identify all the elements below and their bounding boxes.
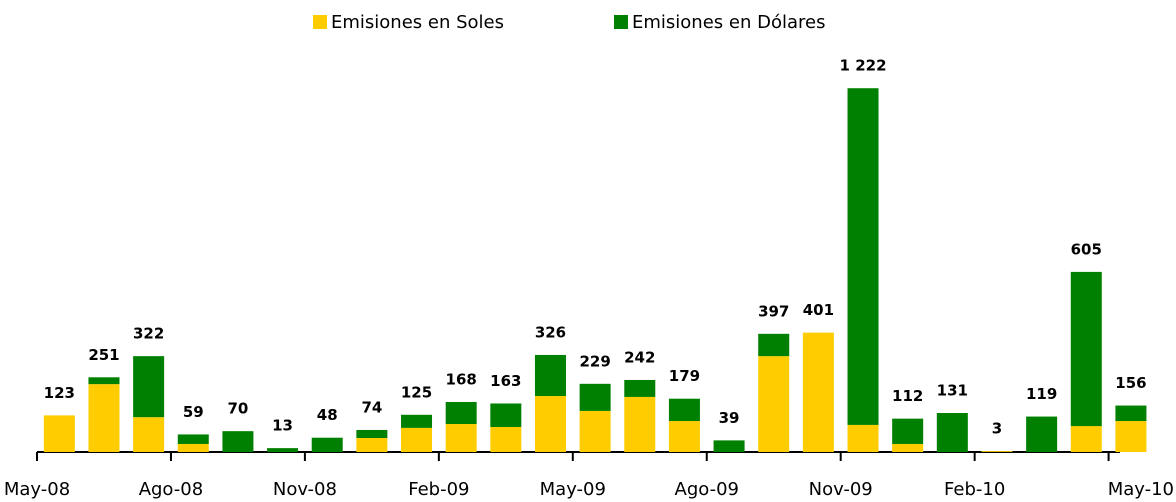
x-tick-label: Ago-08 — [139, 479, 204, 500]
bar-segment — [624, 396, 656, 452]
value-label: 229 — [579, 352, 610, 370]
x-tick-label: Ago-09 — [675, 479, 740, 500]
bar-segment — [579, 383, 611, 411]
value-label: 322 — [133, 325, 164, 343]
value-label: 39 — [719, 409, 740, 427]
bar-segment — [490, 403, 522, 427]
bar-segment — [133, 356, 165, 418]
bar-segment — [847, 88, 879, 425]
x-tick-label: Nov-09 — [809, 479, 873, 500]
bar-segment — [356, 429, 388, 439]
bar-segment — [88, 377, 120, 385]
value-label: 326 — [535, 323, 566, 341]
value-label: 605 — [1071, 240, 1102, 258]
bar-segment — [401, 427, 433, 452]
value-label: 242 — [624, 348, 655, 366]
bar-segment — [802, 332, 834, 452]
value-label: 3 — [992, 420, 1002, 438]
bar-segment — [936, 413, 968, 452]
bar-segment — [892, 443, 924, 452]
x-tick-label: May-09 — [540, 479, 606, 500]
value-label: 48 — [317, 406, 338, 424]
legend-swatch — [313, 15, 327, 29]
bar-segment — [1070, 426, 1102, 452]
x-tick-label: Nov-08 — [273, 479, 337, 500]
bar-segment — [1115, 405, 1147, 422]
legend-label: Emisiones en Soles — [331, 12, 504, 33]
value-label: 119 — [1026, 385, 1057, 403]
value-label: 112 — [892, 387, 923, 405]
bar-segment — [356, 438, 388, 452]
bar-segment — [222, 431, 254, 452]
bar-segment — [1026, 416, 1058, 452]
bar-segment — [534, 396, 566, 452]
legend-swatch — [614, 15, 628, 29]
bar-segment — [1070, 271, 1102, 427]
value-label: 125 — [401, 383, 432, 401]
x-tick-label: Feb-09 — [408, 479, 469, 500]
bar-segment — [43, 415, 75, 452]
legend-label: Emisiones en Dólares — [632, 12, 825, 33]
bar-segment — [534, 354, 566, 397]
bar-segment — [177, 434, 209, 444]
bar-segment — [847, 424, 879, 452]
bar-segment — [88, 384, 120, 452]
bar-segment — [892, 418, 924, 444]
value-label: 179 — [669, 367, 700, 385]
value-label: 251 — [88, 346, 119, 364]
bar-segment — [445, 424, 477, 452]
bar-segment — [624, 379, 656, 397]
x-tick-label: May-10 — [1108, 479, 1174, 500]
bar-segment — [267, 448, 299, 452]
bar-segment — [758, 333, 790, 357]
value-label: 13 — [272, 417, 293, 435]
value-label: 123 — [44, 384, 75, 402]
value-label: 397 — [758, 302, 789, 320]
bar-segment — [981, 451, 1013, 452]
x-tick-label: May-08 — [4, 479, 70, 500]
bar-segment — [311, 437, 343, 452]
bar-segment — [668, 398, 700, 422]
value-label: 156 — [1115, 374, 1146, 392]
value-label: 59 — [183, 403, 204, 421]
value-label: 131 — [937, 382, 968, 400]
bar-segment — [713, 440, 745, 452]
value-label: 74 — [361, 398, 382, 416]
bar-segment — [177, 443, 209, 452]
value-label: 168 — [446, 370, 477, 388]
bar-segment — [758, 356, 790, 452]
bar-segment — [579, 410, 611, 452]
bar-segment — [401, 414, 433, 428]
bar-segment — [133, 417, 165, 452]
value-label: 401 — [803, 301, 834, 319]
bar-segment — [1115, 421, 1147, 452]
value-label: 163 — [490, 372, 521, 390]
bar-segment — [668, 421, 700, 452]
x-tick-label: Feb-10 — [944, 479, 1005, 500]
bar-segment — [445, 401, 477, 425]
value-label: 1 222 — [840, 57, 887, 75]
value-label: 70 — [227, 400, 248, 418]
bar-segment — [490, 426, 522, 452]
